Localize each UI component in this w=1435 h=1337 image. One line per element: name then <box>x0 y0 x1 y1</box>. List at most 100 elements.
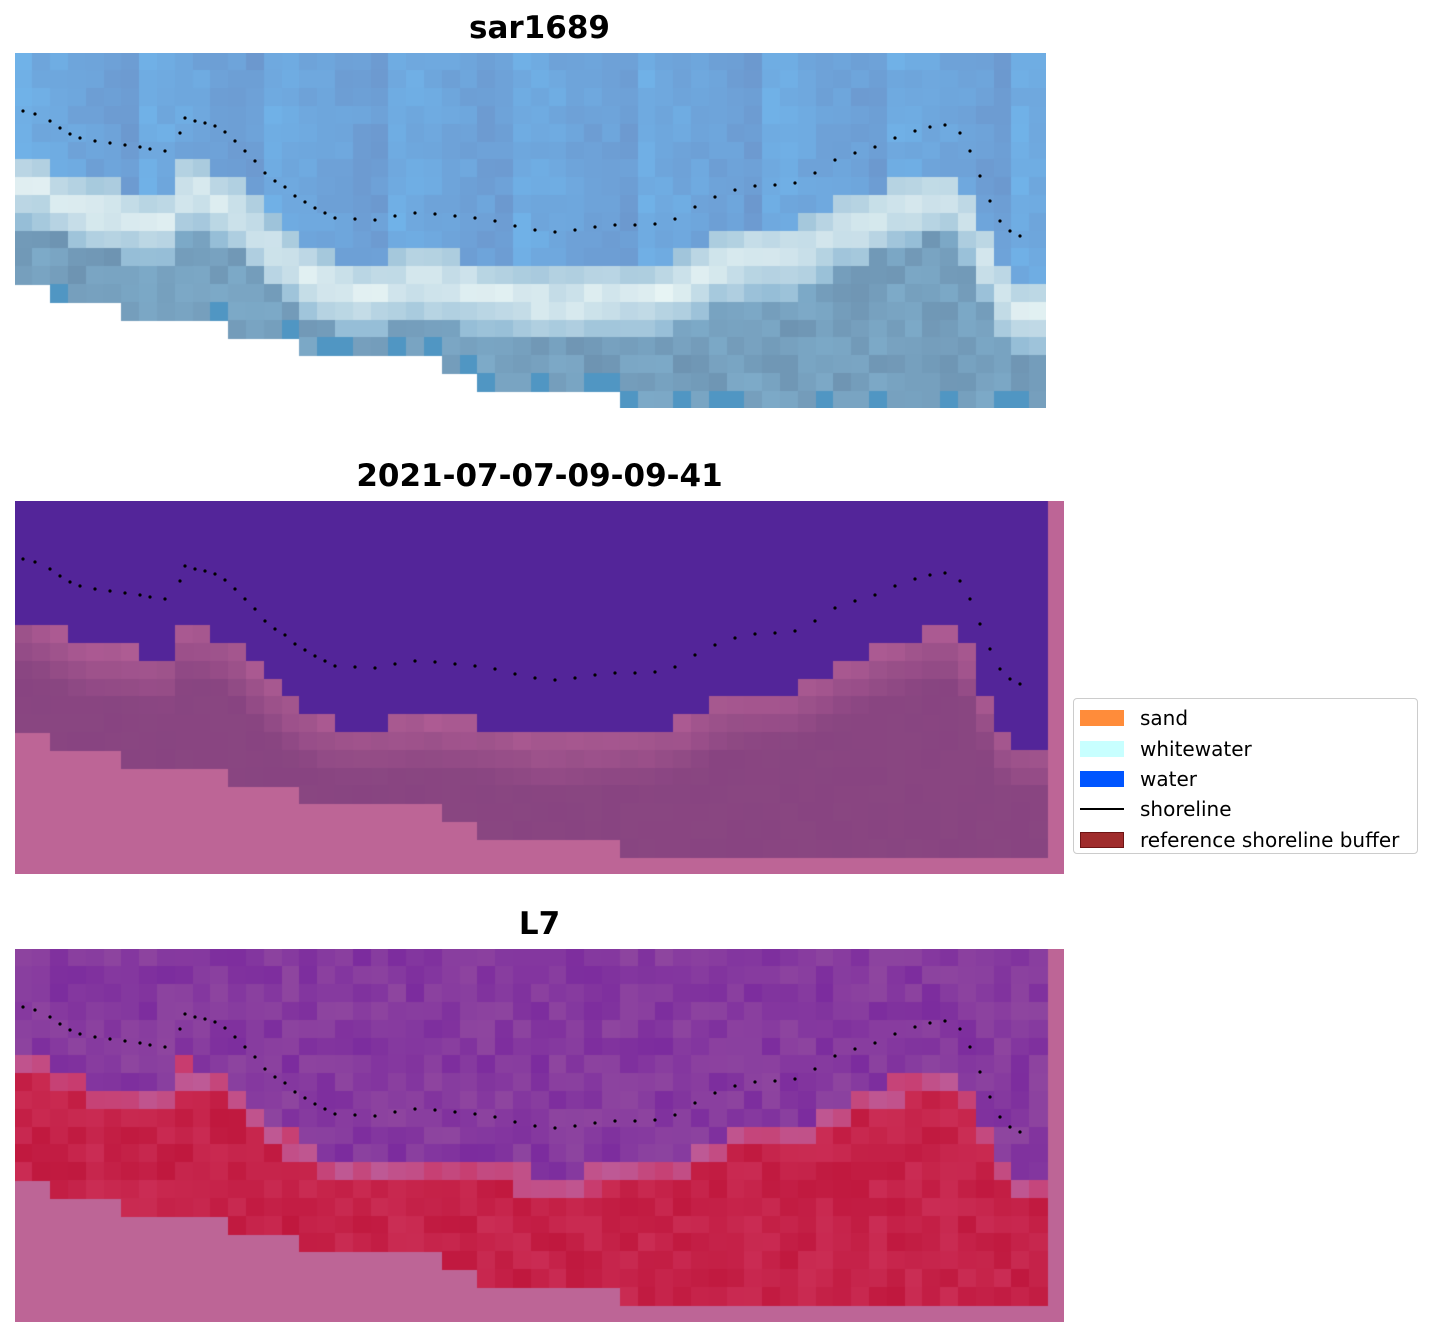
shoreline-point <box>673 1113 677 1117</box>
shoreline-point <box>473 664 477 668</box>
shoreline-point <box>48 119 52 123</box>
shoreline-point <box>1018 234 1022 238</box>
shoreline-point <box>353 1113 357 1117</box>
shoreline-point <box>593 673 597 677</box>
legend-swatch-water <box>1080 770 1124 787</box>
shoreline-point <box>733 188 737 192</box>
shoreline-overlay <box>21 557 1022 686</box>
shoreline-point <box>313 1102 317 1106</box>
shoreline-point <box>813 171 817 175</box>
shoreline-point <box>183 116 187 120</box>
shoreline-point <box>753 1080 757 1084</box>
shoreline-point <box>913 1025 917 1029</box>
shoreline-point <box>233 139 237 143</box>
shoreline-point <box>413 659 417 663</box>
shoreline-point <box>303 1096 307 1100</box>
shoreline-point <box>968 149 972 153</box>
rgb-image-panel <box>15 53 1046 408</box>
shoreline-point <box>653 1118 657 1122</box>
shoreline-point <box>1008 229 1012 233</box>
legend: sand whitewater water shoreline referenc… <box>1073 698 1418 854</box>
shoreline-point <box>233 587 237 591</box>
shoreline-point <box>193 1015 197 1019</box>
shoreline-point <box>573 228 577 232</box>
shoreline-point <box>78 136 82 140</box>
shoreline-point <box>243 1045 247 1049</box>
shoreline-point <box>493 667 497 671</box>
shoreline-point <box>163 1045 167 1049</box>
shoreline-point <box>733 1084 737 1088</box>
shoreline-point <box>493 219 497 223</box>
shoreline-point <box>833 606 837 610</box>
shoreline-point <box>163 149 167 153</box>
shoreline-point <box>913 577 917 581</box>
shoreline-point <box>33 560 37 564</box>
legend-swatch-reference-buffer <box>1080 831 1124 848</box>
shoreline-point <box>613 671 617 675</box>
shoreline-point <box>203 1017 207 1021</box>
shoreline-point <box>693 1101 697 1105</box>
shoreline-point <box>193 119 197 123</box>
shoreline-point <box>353 665 357 669</box>
shoreline-point <box>553 1126 557 1130</box>
shoreline-point <box>93 139 97 143</box>
shoreline-point <box>958 131 962 135</box>
shoreline-point <box>533 676 537 680</box>
shoreline-point <box>413 211 417 215</box>
shoreline-point <box>93 1035 97 1039</box>
shoreline-point <box>998 1115 1002 1119</box>
shoreline-point <box>978 174 982 178</box>
shoreline-point <box>913 129 917 133</box>
shoreline-point <box>148 1043 152 1047</box>
shoreline-point <box>928 573 932 577</box>
shoreline-point <box>33 1008 37 1012</box>
legend-item-whitewater: whitewater <box>1080 733 1417 763</box>
shoreline-point <box>138 593 142 597</box>
shoreline-point <box>873 145 877 149</box>
shoreline-point <box>58 574 62 578</box>
shoreline-point <box>58 126 62 130</box>
shoreline-point <box>108 589 112 593</box>
shoreline-point <box>693 653 697 657</box>
shoreline-point <box>968 1045 972 1049</box>
shoreline-point <box>853 1047 857 1051</box>
shoreline-point <box>21 557 25 561</box>
shoreline-point <box>553 230 557 234</box>
shoreline-point <box>393 1110 397 1114</box>
shoreline-point <box>533 228 537 232</box>
shoreline-point <box>753 184 757 188</box>
legend-item-shoreline: shoreline <box>1080 794 1417 824</box>
shoreline-point <box>943 571 947 575</box>
panel-title-rgb: sar1689 <box>469 10 610 46</box>
shoreline-point <box>853 599 857 603</box>
classified-image <box>15 501 1064 874</box>
shoreline-point <box>893 136 897 140</box>
shoreline-point <box>773 183 777 187</box>
shoreline-point <box>123 591 127 595</box>
shoreline-point <box>243 149 247 153</box>
shoreline-point <box>21 1005 25 1009</box>
shoreline-point <box>283 185 287 189</box>
shoreline-point <box>943 1019 947 1023</box>
shoreline-point <box>573 1124 577 1128</box>
shoreline-point <box>773 631 777 635</box>
shoreline-point <box>21 109 25 113</box>
shoreline-point <box>713 643 717 647</box>
shoreline-point <box>223 130 227 134</box>
shoreline-point <box>453 214 457 218</box>
shoreline-point <box>853 151 857 155</box>
shoreline-point <box>68 580 72 584</box>
shoreline-point <box>253 607 257 611</box>
shoreline-point <box>138 145 142 149</box>
shoreline-point <box>273 1075 277 1079</box>
shoreline-point <box>673 665 677 669</box>
shoreline-point <box>1018 682 1022 686</box>
shoreline-point <box>213 124 217 128</box>
shoreline-point <box>413 1107 417 1111</box>
shoreline-point <box>163 597 167 601</box>
shoreline-point <box>453 1110 457 1114</box>
shoreline-point <box>48 1015 52 1019</box>
shoreline-point <box>928 125 932 129</box>
shoreline-point <box>1008 677 1012 681</box>
shoreline-point <box>323 659 327 663</box>
